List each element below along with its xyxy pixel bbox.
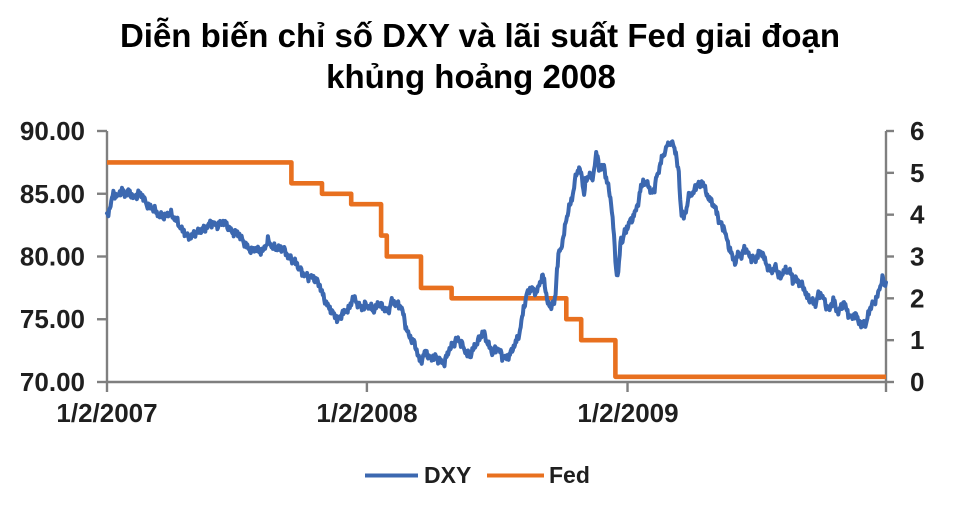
- svg-text:75.00: 75.00: [20, 304, 85, 334]
- svg-text:85.00: 85.00: [20, 179, 85, 209]
- svg-text:khủng hoảng 2008: khủng hoảng 2008: [326, 58, 616, 95]
- svg-text:1/2/2009: 1/2/2009: [577, 398, 678, 428]
- svg-text:DXY: DXY: [424, 462, 471, 488]
- svg-text:Diễn biến chỉ số DXY và lãi su: Diễn biến chỉ số DXY và lãi suất Fed gia…: [120, 17, 840, 54]
- svg-text:6: 6: [910, 116, 924, 146]
- svg-text:2: 2: [910, 283, 924, 313]
- svg-text:5: 5: [910, 158, 924, 188]
- svg-text:80.00: 80.00: [20, 242, 85, 272]
- svg-text:1/2/2008: 1/2/2008: [316, 398, 417, 428]
- svg-text:70.00: 70.00: [20, 367, 85, 397]
- svg-text:1: 1: [910, 325, 924, 355]
- svg-text:4: 4: [910, 200, 925, 230]
- svg-text:90.00: 90.00: [20, 116, 85, 146]
- svg-text:0: 0: [910, 367, 924, 397]
- svg-text:Fed: Fed: [549, 462, 590, 488]
- svg-text:3: 3: [910, 242, 924, 272]
- svg-text:1/2/2007: 1/2/2007: [56, 398, 157, 428]
